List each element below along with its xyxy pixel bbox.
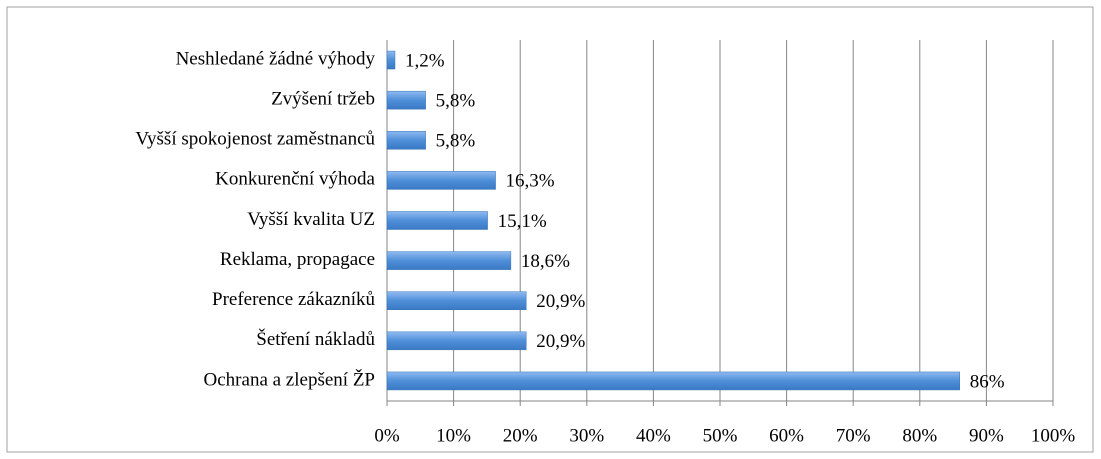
- bar: [386, 251, 512, 270]
- value-label: 86%: [970, 371, 1005, 392]
- value-label: 18,6%: [521, 251, 570, 272]
- x-tick-label: 100%: [1031, 425, 1076, 446]
- x-tick-label: 60%: [769, 425, 804, 446]
- value-label: 20,9%: [536, 331, 585, 352]
- value-label: 5,8%: [436, 91, 476, 112]
- value-label: 1,2%: [405, 50, 445, 71]
- value-label: 20,9%: [536, 291, 585, 312]
- bar: [386, 211, 488, 230]
- x-tick-label: 80%: [902, 425, 937, 446]
- bar: [386, 50, 396, 70]
- bar: [386, 371, 961, 391]
- x-tick-label: 40%: [636, 425, 671, 446]
- y-tick-label: Konkurenční výhoda: [215, 169, 375, 190]
- x-tick-label: 30%: [569, 425, 604, 446]
- bar: [386, 90, 426, 110]
- y-tick-label: Preference zákazníků: [212, 289, 375, 310]
- value-label: 5,8%: [436, 131, 476, 152]
- y-tick-label: Zvýšení tržeb: [271, 89, 375, 110]
- y-tick-label: Šetření nákladů: [256, 328, 375, 350]
- y-tick-label: Vyšší spokojenost zaměstnanců: [135, 129, 375, 150]
- x-tick-label: 70%: [836, 425, 871, 446]
- y-tick-label: Neshledané žádné výhody: [176, 48, 376, 69]
- value-label: 15,1%: [498, 211, 547, 232]
- y-tick-label: Ochrana a zlepšení ŽP: [204, 368, 375, 390]
- x-tick-label: 20%: [503, 425, 538, 446]
- x-tick-label: 90%: [969, 425, 1004, 446]
- bar: [386, 171, 496, 190]
- bar: [386, 331, 527, 351]
- chart-frame: [6, 6, 1094, 453]
- x-tick-label: 0%: [374, 425, 400, 446]
- x-tick-label: 10%: [436, 425, 471, 446]
- y-tick-label: Reklama, propagace: [220, 249, 375, 270]
- value-label: 16,3%: [506, 171, 555, 192]
- bar: [386, 131, 426, 150]
- y-tick-label: Vyšší kvalita UZ: [247, 209, 375, 230]
- bar: [386, 291, 527, 310]
- x-tick-label: 50%: [703, 425, 738, 446]
